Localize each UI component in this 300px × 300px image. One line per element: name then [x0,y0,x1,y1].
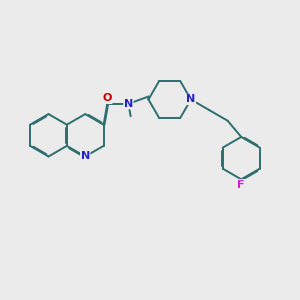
Text: F: F [238,180,245,190]
Text: N: N [124,99,133,109]
Text: N: N [81,152,90,161]
Text: N: N [186,94,196,104]
Text: O: O [103,94,112,103]
